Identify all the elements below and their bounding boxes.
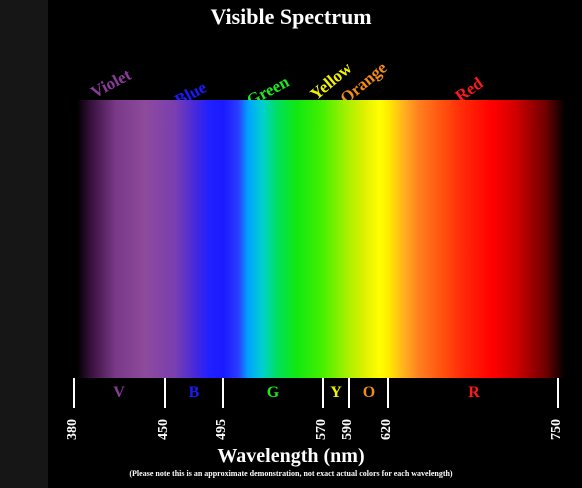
x-axis-label: Wavelength (nm) <box>217 445 365 467</box>
figure-title: Visible Spectrum <box>210 4 372 29</box>
tick-mark-380 <box>73 378 75 408</box>
spectrum-gradient <box>77 100 565 378</box>
tick-label-450: 450 <box>156 419 171 440</box>
band-label-violet: Violet <box>87 65 135 102</box>
tick-label-380: 380 <box>65 419 80 440</box>
tick-mark-620 <box>387 378 389 408</box>
band-letter-violet: V <box>113 384 125 401</box>
tick-mark-570 <box>322 378 324 408</box>
band-letter-blue: B <box>188 384 200 401</box>
band-letter-red: R <box>468 384 480 401</box>
band-letter-yellow: Y <box>330 384 342 401</box>
tick-label-495: 495 <box>214 419 229 440</box>
tick-label-570: 570 <box>314 419 329 440</box>
tick-mark-590 <box>348 378 350 408</box>
tick-mark-495 <box>222 378 224 408</box>
tick-label-620: 620 <box>379 419 394 440</box>
tick-mark-450 <box>164 378 166 408</box>
tick-label-750: 750 <box>549 419 564 440</box>
tick-mark-750 <box>557 378 559 408</box>
disclaimer-note: (Please note this is an approximate demo… <box>129 469 453 478</box>
tick-label-590: 590 <box>340 419 355 440</box>
band-letter-green: G <box>266 384 280 401</box>
left-margin-strip <box>0 0 48 488</box>
band-letter-orange: O <box>362 384 376 401</box>
